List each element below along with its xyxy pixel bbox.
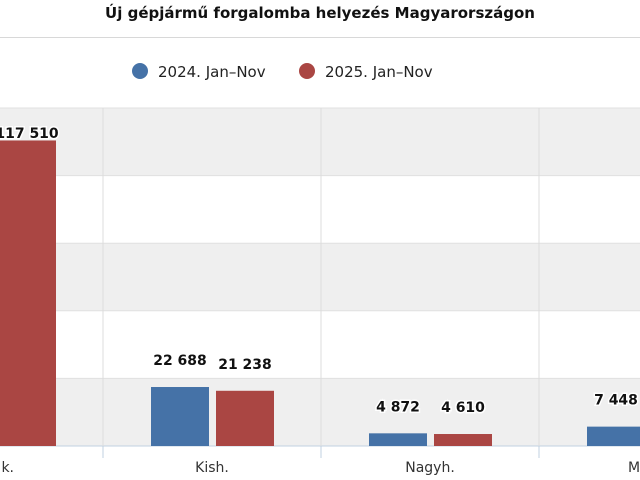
x-axis-label: M [628,460,640,476]
legend-marker-0 [132,63,148,79]
title-divider [0,37,640,38]
data-label: 117 510 [0,126,59,142]
data-label: 7 448 [594,393,638,409]
data-label: 4 872 [376,399,420,415]
grid-band [0,310,640,379]
bar-2025 [0,140,56,446]
bar-2024 [151,387,209,446]
chart-title: Új gépjármű forgalomba helyezés Magyaror… [105,4,535,22]
x-axis-label: Nagyh. [405,460,455,476]
legend-label: 2025. Jan–Nov [325,63,433,81]
x-axis-label: k. [1,460,14,476]
bar-2025 [434,434,492,446]
grid-band [0,175,640,244]
data-label: 4 610 [441,400,485,416]
grid-band [0,378,640,446]
x-axis-label: Kish. [195,460,229,476]
bar-2024 [369,433,427,446]
grid-band [0,108,640,176]
data-label: 21 238 [218,357,272,373]
bar-2025 [216,390,274,446]
grid-band [0,243,640,311]
data-label: 22 688 [153,353,207,369]
legend-label: 2024. Jan–Nov [158,63,266,81]
legend-marker-1 [299,63,315,79]
bar-2024 [587,426,640,446]
